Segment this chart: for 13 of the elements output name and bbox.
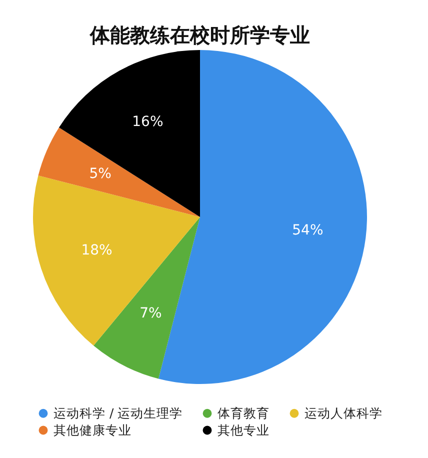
legend-label: 其他健康专业 — [54, 422, 132, 438]
chart-title: 体能教练在校时所学专业 — [89, 23, 310, 47]
data-label: 5% — [89, 166, 112, 182]
legend-label: 运动人体科学 — [304, 405, 382, 420]
data-label: 54% — [292, 222, 324, 239]
data-label: 18% — [81, 242, 112, 259]
data-label: 16% — [132, 114, 164, 130]
data-label: 7% — [140, 306, 162, 322]
legend-label: 运动科学 / 运动生理学 — [54, 405, 183, 420]
pie-slice — [58, 50, 200, 217]
pie-slice — [38, 128, 200, 217]
legend-label: 体育教育 — [218, 405, 270, 420]
legend-label: 其他专业 — [218, 422, 270, 438]
